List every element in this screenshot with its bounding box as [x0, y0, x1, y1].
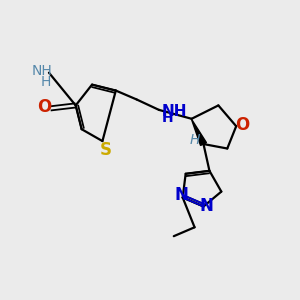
- Polygon shape: [191, 119, 206, 146]
- Text: S: S: [100, 141, 112, 159]
- Text: O: O: [37, 98, 51, 116]
- Text: NH: NH: [32, 64, 53, 78]
- Text: H: H: [162, 111, 174, 125]
- Text: NH: NH: [161, 104, 187, 119]
- Text: N: N: [200, 197, 213, 215]
- Text: O: O: [236, 116, 250, 134]
- Text: N: N: [175, 186, 188, 204]
- Text: H: H: [189, 134, 200, 148]
- Text: H: H: [41, 75, 51, 88]
